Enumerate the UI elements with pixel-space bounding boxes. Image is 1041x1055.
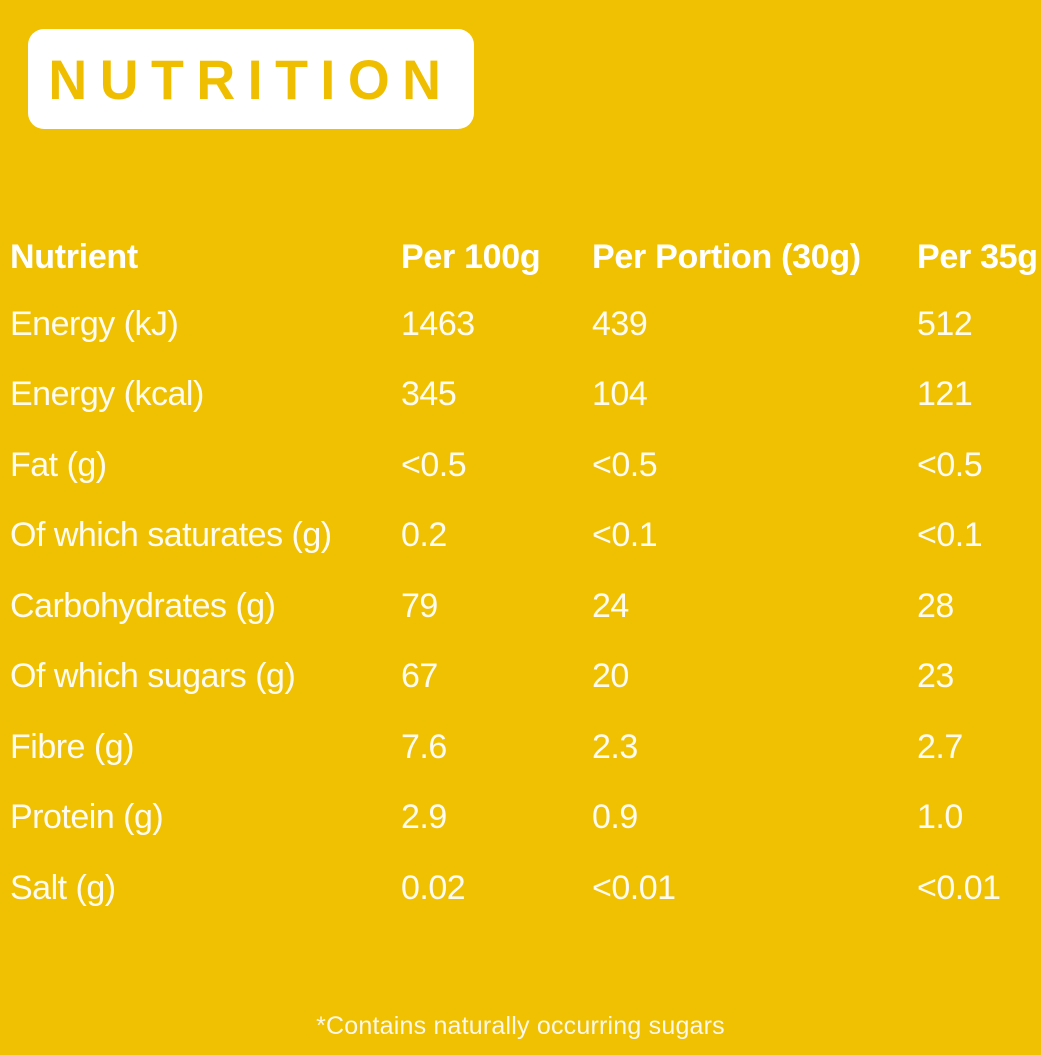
page-title: NUTRITION xyxy=(48,47,454,111)
value-per-portion: <0.5 xyxy=(592,445,658,484)
value-per-35g: 1.0 xyxy=(917,798,963,837)
value-per-100g: 7.6 xyxy=(401,727,447,766)
nutrient-label: Protein (g) xyxy=(10,798,164,837)
value-per-35g: 28 xyxy=(917,586,954,625)
value-per-portion: <0.01 xyxy=(592,868,676,907)
table-row-fat: Fat (g) <0.5 <0.5 <0.5 xyxy=(10,430,1031,501)
nutrient-label: Energy (kcal) xyxy=(10,375,204,414)
value-per-100g: <0.5 xyxy=(401,445,467,484)
value-per-35g: 2.7 xyxy=(917,727,963,766)
table-row-fibre: Fibre (g) 7.6 2.3 2.7 xyxy=(10,712,1031,783)
table-row-protein: Protein (g) 2.9 0.9 1.0 xyxy=(10,783,1031,854)
nutrition-table: Nutrient Per 100g Per Portion (30g) Per … xyxy=(10,225,1038,924)
nutrient-label: Carbohydrates (g) xyxy=(10,586,276,625)
table-row-carbohydrates: Carbohydrates (g) 79 24 28 xyxy=(10,571,1031,642)
table-row-saturates: Of which saturates (g) 0.2 <0.1 <0.1 xyxy=(10,501,1031,572)
value-per-portion: 0.9 xyxy=(592,798,638,837)
value-per-portion: 439 xyxy=(592,304,648,343)
value-per-100g: 1463 xyxy=(401,304,475,343)
nutrient-label: Of which sugars (g) xyxy=(10,657,296,696)
col-header-per-portion: Per Portion (30g) xyxy=(592,237,861,276)
value-per-35g: 512 xyxy=(917,304,973,343)
value-per-35g: 121 xyxy=(917,375,973,414)
value-per-100g: 79 xyxy=(401,586,438,625)
value-per-portion: 2.3 xyxy=(592,727,638,766)
value-per-35g: <0.1 xyxy=(917,516,983,555)
value-per-100g: 67 xyxy=(401,657,438,696)
nutrient-label: Energy (kJ) xyxy=(10,304,179,343)
value-per-100g: 345 xyxy=(401,375,457,414)
value-per-35g: 23 xyxy=(917,657,954,696)
value-per-100g: 2.9 xyxy=(401,798,447,837)
nutrient-label: Fat (g) xyxy=(10,445,107,484)
value-per-portion: 24 xyxy=(592,586,629,625)
value-per-portion: <0.1 xyxy=(592,516,658,555)
nutrient-label: Of which saturates (g) xyxy=(10,516,332,555)
table-row-energy-kj: Energy (kJ) 1463 439 512 xyxy=(10,289,1031,360)
value-per-35g: <0.5 xyxy=(917,445,983,484)
col-header-per-35g: Per 35g xyxy=(917,237,1038,276)
nutrition-title-badge: NUTRITION xyxy=(28,29,474,129)
sugars-footnote: *Contains naturally occurring sugars xyxy=(316,1012,725,1040)
table-row-energy-kcal: Energy (kcal) 345 104 121 xyxy=(10,360,1031,431)
value-per-portion: 20 xyxy=(592,657,629,696)
value-per-35g: <0.01 xyxy=(917,868,1001,907)
table-header-row: Nutrient Per 100g Per Portion (30g) Per … xyxy=(10,225,1038,289)
nutrient-label: Salt (g) xyxy=(10,868,116,907)
col-header-nutrient: Nutrient xyxy=(10,237,138,276)
value-per-100g: 0.02 xyxy=(401,868,466,907)
value-per-100g: 0.2 xyxy=(401,516,447,555)
table-row-salt: Salt (g) 0.02 <0.01 <0.01 xyxy=(10,853,1031,924)
value-per-portion: 104 xyxy=(592,375,648,414)
col-header-per-100g: Per 100g xyxy=(401,237,541,276)
table-row-sugars: Of which sugars (g) 67 20 23 xyxy=(10,642,1031,713)
nutrient-label: Fibre (g) xyxy=(10,727,134,766)
